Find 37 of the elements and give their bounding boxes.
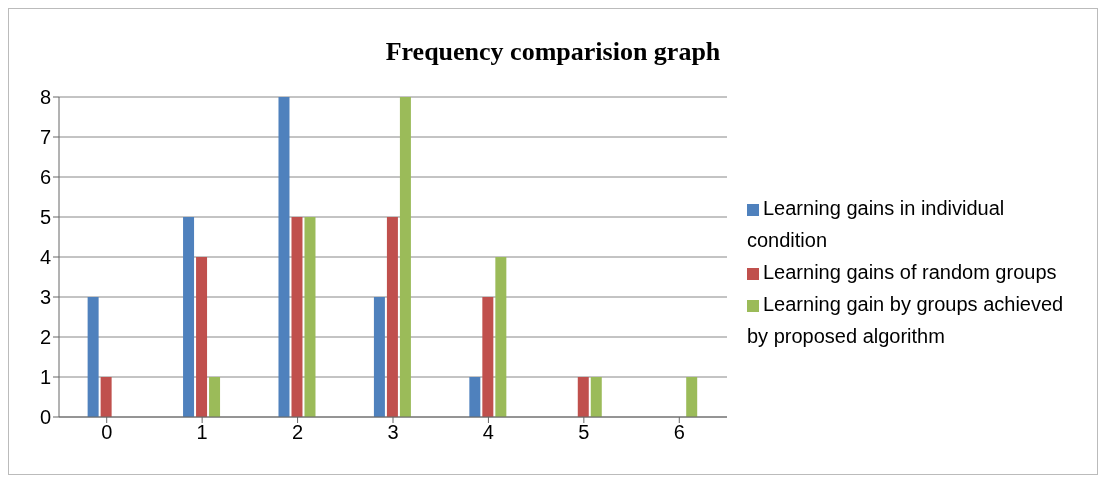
y-tick-label: 7 — [39, 126, 51, 149]
y-tick-label: 3 — [39, 286, 51, 309]
x-tick-label: 0 — [101, 421, 113, 444]
chart-title: Frequency comparision graph — [384, 36, 722, 68]
x-tick-label: 5 — [578, 421, 590, 444]
bar — [100, 377, 112, 417]
bar — [291, 217, 303, 417]
bar — [469, 377, 481, 417]
bar — [196, 257, 208, 417]
bar — [590, 377, 602, 417]
x-tick-label: 6 — [673, 421, 685, 444]
bar — [87, 297, 99, 417]
bar — [183, 217, 195, 417]
bar — [495, 257, 507, 417]
y-tick-label: 0 — [39, 406, 51, 429]
x-tick-label: 1 — [196, 421, 208, 444]
bar — [209, 377, 221, 417]
bar — [373, 297, 385, 417]
y-tick-label: 5 — [39, 206, 51, 229]
x-tick-label: 3 — [387, 421, 399, 444]
legend-label: Learning gains of random groups — [763, 261, 1057, 283]
y-tick-label: 8 — [39, 86, 51, 109]
bar — [386, 217, 398, 417]
bar — [399, 97, 411, 417]
legend-label: Learning gain by groups achieved by proposed algorithm — [747, 293, 1064, 347]
bar — [482, 297, 494, 417]
x-tick-label: 4 — [482, 421, 494, 444]
y-tick-label: 1 — [39, 366, 51, 389]
bar — [686, 377, 698, 417]
bar — [304, 217, 316, 417]
bar — [577, 377, 589, 417]
y-tick-label: 6 — [39, 166, 51, 189]
y-tick-label: 2 — [39, 326, 51, 349]
x-tick-label: 2 — [292, 421, 304, 444]
legend-label: Learning gains in individual condition — [747, 197, 1005, 251]
y-tick-label: 4 — [39, 246, 51, 269]
bar — [278, 97, 290, 417]
